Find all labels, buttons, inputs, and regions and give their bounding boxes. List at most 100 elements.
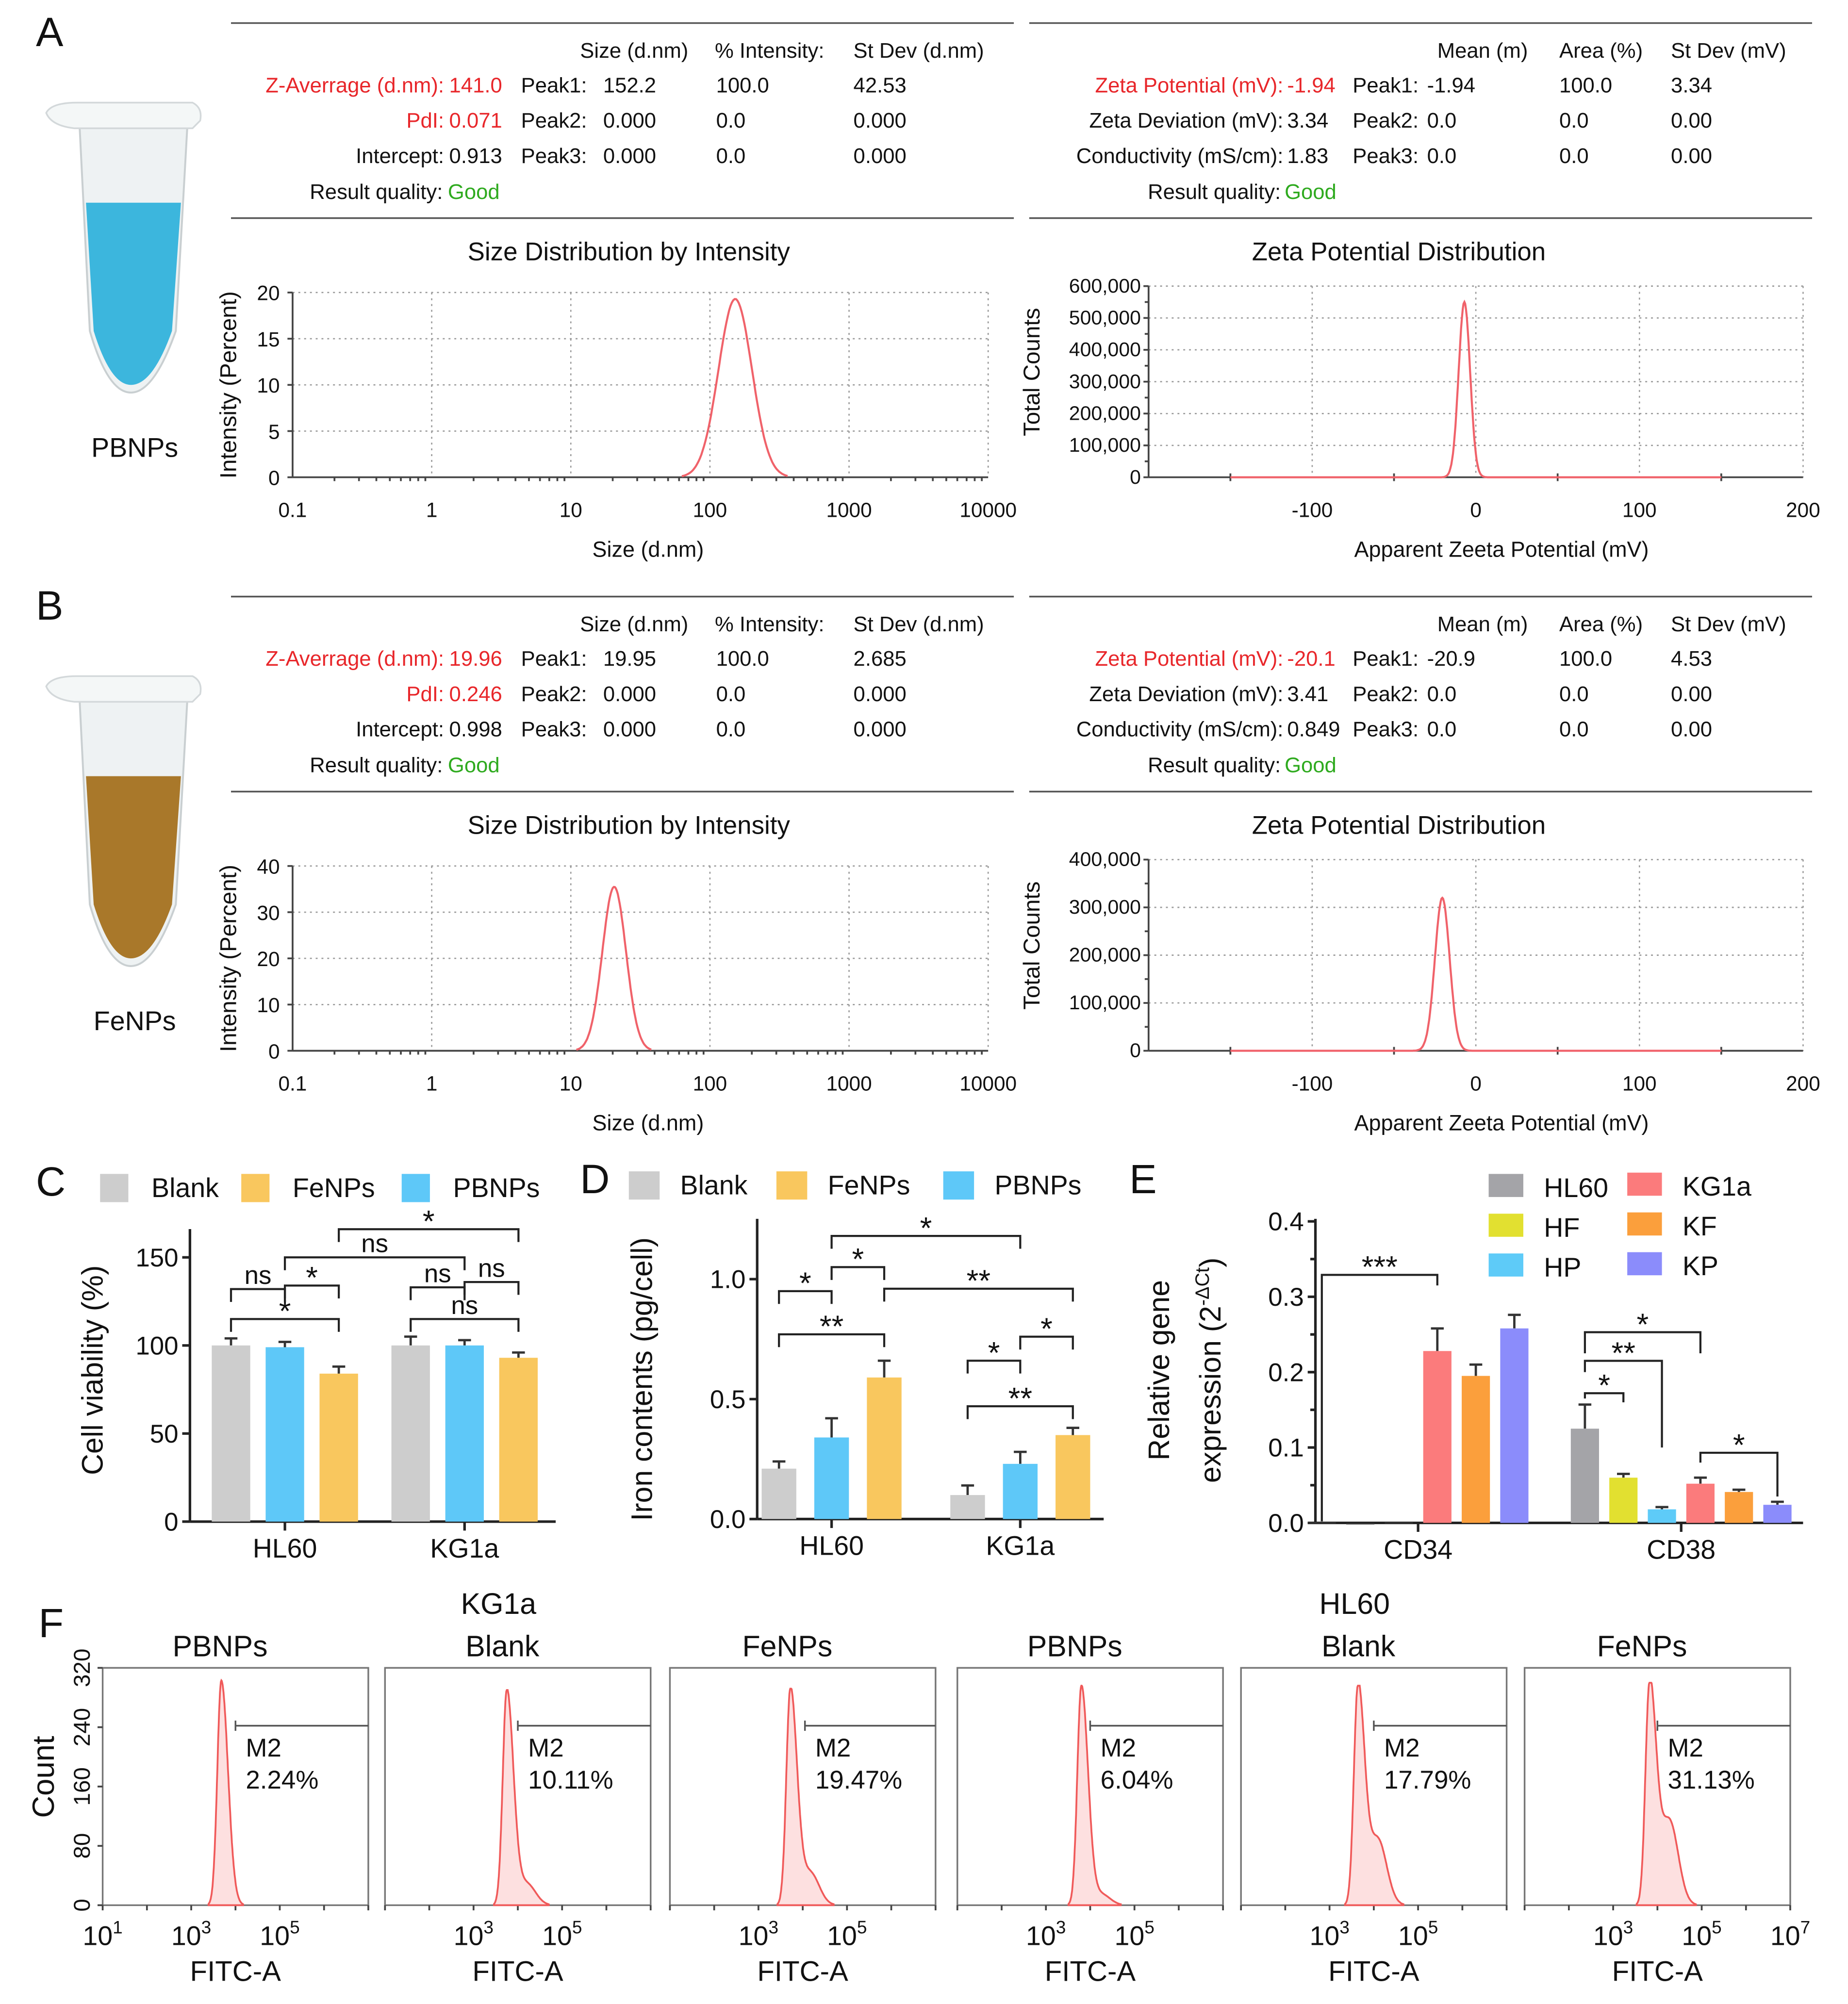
y-axis-label: Total Counts: [1019, 308, 1045, 436]
chart-title: Zeta Potential Distribution: [1252, 811, 1546, 840]
legend-swatch: [401, 1174, 430, 1202]
size-table-label: PdI:: [406, 109, 444, 132]
zeta-table-label: Conductivity (mS/cm):: [1076, 718, 1284, 741]
gate-label: M2: [815, 1734, 851, 1762]
y-tick-label: 0: [268, 466, 280, 489]
size-table-label: Z-Averrage (d.nm):: [265, 647, 444, 671]
histogram-title: PBNPs: [1027, 1629, 1122, 1662]
x-tick-base: 10: [171, 1921, 201, 1951]
y-tick-label: 150: [135, 1244, 178, 1272]
size-table-intensity: 0.0: [716, 109, 746, 132]
size-table-intensity: 100.0: [716, 74, 769, 97]
legend-label: Blank: [680, 1170, 748, 1200]
x-tick-base: 10: [1682, 1921, 1712, 1951]
y-tick-label: 200,000: [1069, 402, 1141, 424]
significance-label: ns: [361, 1230, 388, 1258]
y-tick-label: 300,000: [1069, 896, 1141, 918]
y-tick-label: 0.0: [710, 1505, 746, 1534]
histogram-curve: [207, 1678, 244, 1906]
cell-line-label: HL60: [1320, 1587, 1390, 1620]
significance-label: ns: [245, 1261, 272, 1290]
x-tick-base: 10: [1770, 1921, 1800, 1951]
significance-bracket: [338, 1228, 520, 1242]
gate-percent: 2.24%: [246, 1766, 318, 1794]
size-table-sd: 0.000: [854, 683, 907, 706]
size-table-header: St Dev (d.nm): [854, 39, 984, 63]
y-tick-label: 500,000: [1069, 307, 1141, 329]
size-table-label: Intercept:: [356, 145, 444, 168]
y-tick-label: 10: [257, 994, 280, 1017]
zeta-table-peak: Peak2:: [1353, 683, 1419, 706]
zeta-table-sd: 3.34: [1671, 74, 1712, 97]
x-tick-exponent: 3: [1339, 1917, 1350, 1938]
chart-title: Zeta Potential Distribution: [1252, 238, 1546, 266]
tube-liquid: [86, 202, 181, 385]
x-tick-base: 10: [1593, 1921, 1623, 1951]
zeta-table-mean: -20.9: [1427, 647, 1475, 671]
x-tick-label: 103: [1593, 1917, 1633, 1951]
y-tick-label: 0: [1130, 466, 1141, 488]
bar-hl60-cd34: [1307, 1522, 1336, 1524]
y-tick-label: 0.2: [1268, 1358, 1304, 1387]
legend-swatch: [1627, 1252, 1662, 1276]
y-axis-label-superscript: -ΔCt: [1192, 1267, 1213, 1306]
legend-label: KF: [1683, 1211, 1717, 1241]
zeta-table-area: 0.0: [1559, 145, 1589, 168]
significance-bracket: [1019, 1335, 1074, 1350]
significance-bracket: [1584, 1392, 1625, 1402]
size-table-peak: Peak3:: [521, 718, 587, 741]
size-table-value: 19.96: [449, 647, 502, 671]
x-tick-base: 10: [454, 1921, 484, 1951]
legend-swatch: [1488, 1253, 1523, 1277]
size-table-peak: Peak1:: [521, 647, 587, 671]
y-axis-label: Relative gene: [1142, 1280, 1175, 1461]
significance-bracket: [778, 1333, 886, 1347]
bar-kf-cd34: [1462, 1376, 1490, 1523]
x-tick-base: 10: [1398, 1921, 1428, 1951]
y-axis-label: Intensity (Percent): [216, 865, 242, 1052]
significance-label: *: [1040, 1312, 1053, 1346]
size-table-value: 0.998: [449, 718, 502, 741]
legend-swatch: [1488, 1174, 1523, 1197]
panel-label: A: [36, 9, 64, 55]
zeta-table-label: Zeta Potential (mV):: [1095, 74, 1283, 97]
zeta-table-header: St Dev (mV): [1671, 39, 1786, 63]
significance-bracket: [1584, 1331, 1702, 1353]
panel-label: F: [38, 1600, 64, 1646]
legend-label: HF: [1544, 1213, 1580, 1243]
legend-label: HP: [1544, 1252, 1581, 1282]
size-distribution-chart: Size Distribution by Intensity 0 10 20 30 40 0…: [216, 811, 1017, 1135]
zeta-distribution-curve: [1230, 896, 1721, 1052]
x-tick-base: 10: [1115, 1921, 1145, 1951]
legend-label: PBNPs: [994, 1170, 1081, 1200]
y-tick-label: 40: [257, 855, 280, 878]
x-axis-label: Apparent Zeeta Potential (mV): [1354, 537, 1649, 562]
y-tick-label: 100,000: [1069, 991, 1141, 1014]
chart-title: Size Distribution by Intensity: [468, 811, 791, 840]
bar-blank-hl60: [212, 1345, 250, 1522]
y-tick-label: 0: [1130, 1039, 1141, 1062]
x-tick-label: 10000: [959, 1072, 1017, 1095]
legend-swatch: [1627, 1212, 1662, 1236]
bar-kg1a-cd38: [1686, 1483, 1715, 1523]
size-table-size: 0.000: [603, 109, 656, 132]
y-tick-label: 20: [257, 948, 280, 970]
x-axis-label: Size (d.nm): [593, 537, 704, 562]
gate-label: M2: [528, 1734, 563, 1762]
y-tick-label: 15: [257, 328, 280, 351]
legend-swatch: [628, 1171, 660, 1200]
size-table-size: 0.000: [603, 683, 656, 706]
size-table-peak: Peak2:: [521, 109, 587, 132]
sample-tube: [45, 675, 202, 967]
x-axis-label: FITC-A: [1328, 1955, 1419, 1987]
size-distribution-chart: Size Distribution by Intensity 0 5 10 15 20 0.…: [216, 238, 1017, 562]
legend-label: FeNPs: [293, 1173, 375, 1203]
x-tick-base: 10: [542, 1921, 572, 1951]
y-tick-label: 10: [257, 374, 280, 397]
zeta-table-value: 3.41: [1287, 683, 1328, 706]
zeta-table-value: 3.34: [1287, 109, 1328, 132]
bar-kp-cd34: [1500, 1328, 1529, 1523]
y-tick-label: 80: [69, 1833, 95, 1859]
zeta-table-sd: 0.00: [1671, 718, 1712, 741]
